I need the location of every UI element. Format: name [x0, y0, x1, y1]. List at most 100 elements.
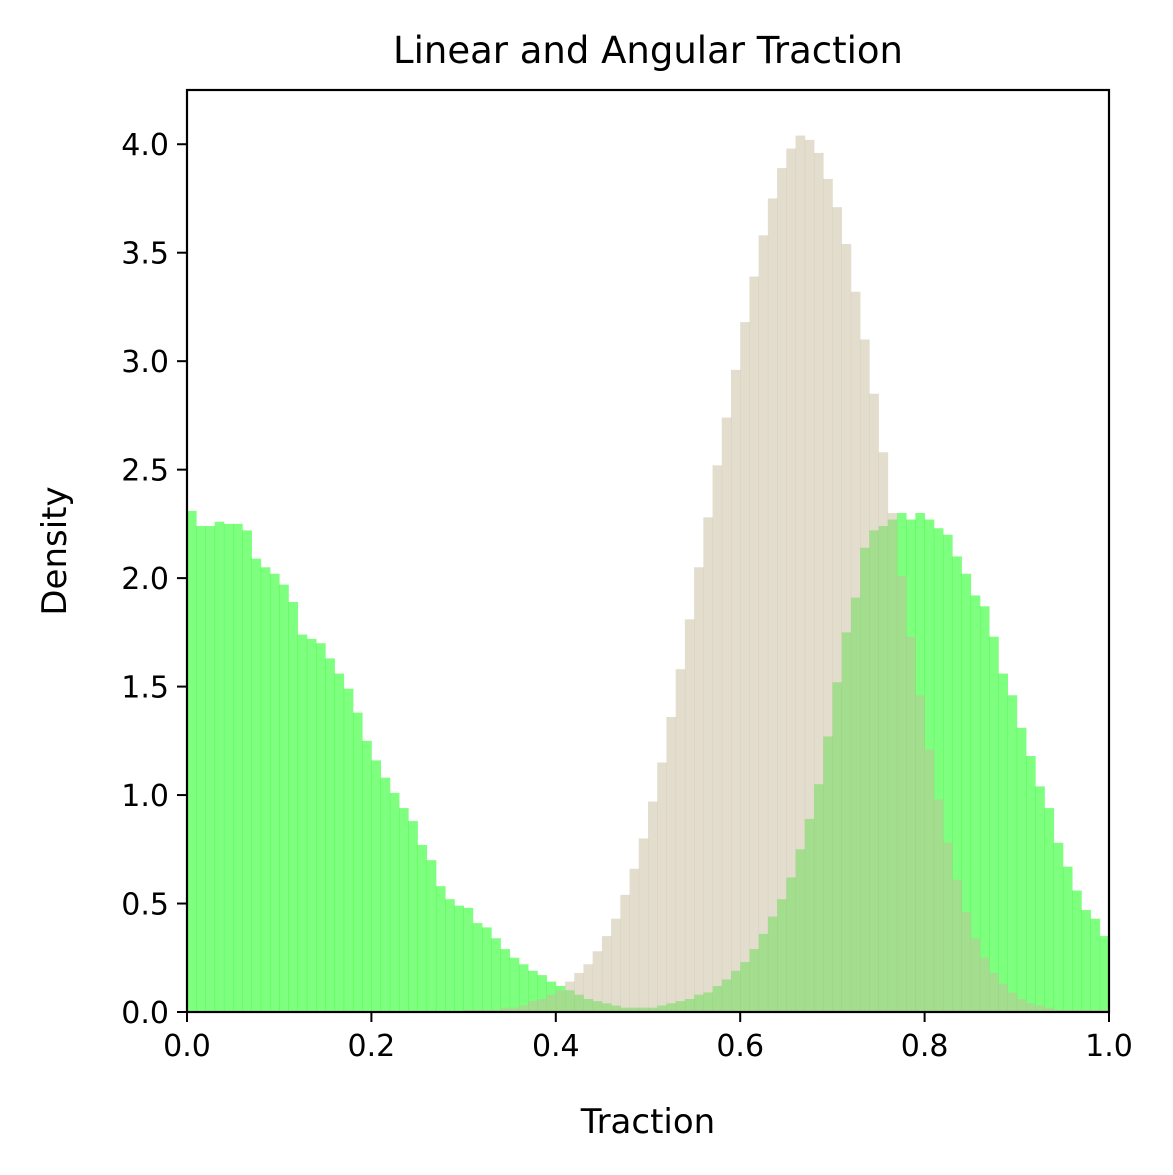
x-tick-label: 0.2	[348, 1029, 396, 1064]
histogram-bar	[777, 168, 787, 1012]
histogram-bar	[970, 595, 981, 1012]
histogram-bar	[528, 1001, 538, 1012]
histogram-bar	[648, 801, 658, 1012]
histogram-bar	[823, 178, 833, 1013]
histogram-bar	[214, 521, 225, 1012]
histogram-bar	[1016, 998, 1027, 1012]
histogram-bar	[472, 923, 483, 1012]
histogram-bar	[260, 567, 271, 1012]
histogram-bar	[233, 523, 243, 1012]
y-tick-label: 3.5	[121, 237, 169, 272]
histogram-bar	[1007, 992, 1018, 1012]
histogram-bar	[454, 905, 464, 1012]
histogram-bar	[592, 951, 603, 1012]
histogram-bar	[684, 619, 695, 1012]
histogram-bar	[943, 534, 953, 1012]
histogram-bar	[1062, 866, 1073, 1012]
histogram-bar	[463, 907, 474, 1012]
histogram-bar	[620, 894, 630, 1012]
histogram-bar	[998, 983, 1008, 1012]
histogram-bar	[1026, 756, 1036, 1012]
histogram-bar	[306, 638, 317, 1012]
x-tick-label: 0.6	[716, 1029, 764, 1064]
histogram-bar	[1081, 910, 1091, 1012]
histogram-bar	[537, 975, 547, 1012]
histogram-bar	[730, 369, 741, 1012]
histogram-bar	[887, 513, 898, 1012]
histogram-bar	[334, 673, 345, 1012]
histogram-bar	[906, 636, 916, 1012]
histogram-bar	[482, 927, 492, 1012]
histogram-bar	[970, 938, 981, 1012]
histogram-bar	[979, 957, 990, 1012]
histogram-bar	[242, 530, 252, 1012]
histogram-bar	[629, 868, 640, 1012]
histogram-bars	[187, 135, 1110, 1013]
histogram-bar	[952, 879, 962, 1012]
histogram-bar	[1035, 1005, 1045, 1012]
histogram-bar	[546, 994, 557, 1012]
histogram-bar	[694, 567, 704, 1012]
histogram-bar	[1090, 918, 1101, 1012]
histogram-bar	[500, 1007, 511, 1012]
histogram-bar	[408, 821, 418, 1012]
histogram-bar	[205, 526, 216, 1012]
histogram-bar	[316, 643, 326, 1012]
y-tick-label: 4.0	[121, 128, 169, 163]
histogram-bar	[223, 523, 234, 1012]
histogram-bar	[426, 860, 437, 1012]
histogram-bar	[924, 749, 935, 1012]
histogram-bar	[1044, 1007, 1055, 1012]
histogram-bar	[915, 695, 925, 1012]
histogram-bar	[786, 148, 796, 1013]
histogram-bar	[979, 606, 990, 1012]
y-tick-label: 0.5	[121, 888, 169, 923]
y-axis-ticks: 0.0 0.5 1.0 1.5 2.0 2.5 3.0 3.5 4.0	[121, 128, 187, 1031]
histogram-bar	[832, 207, 843, 1012]
histogram-bar	[712, 465, 723, 1012]
histogram-bar	[961, 573, 972, 1012]
y-tick-label: 1.5	[121, 671, 169, 706]
histogram-bar	[1035, 786, 1045, 1012]
histogram-bar	[1099, 936, 1110, 1012]
histogram-bar	[389, 792, 400, 1012]
histogram-bar	[896, 575, 907, 1012]
histogram-bar	[1007, 695, 1018, 1012]
histogram-bar	[740, 322, 750, 1012]
histogram-bar	[860, 339, 870, 1012]
histogram-bar	[362, 740, 372, 1012]
histogram-bar	[961, 912, 972, 1012]
histogram-bar	[795, 135, 806, 1013]
histogram-bar	[841, 244, 852, 1013]
histogram-bar	[352, 712, 363, 1012]
histogram-bar	[518, 1005, 529, 1012]
histogram-bar	[380, 777, 391, 1012]
x-tick-label: 0.0	[163, 1029, 211, 1064]
y-axis-label: Density	[35, 486, 75, 615]
histogram-bar	[611, 918, 621, 1012]
histogram-bar	[721, 417, 732, 1012]
histogram-bar	[749, 276, 760, 1012]
histogram-bar	[509, 1007, 520, 1012]
histogram-bar	[933, 528, 944, 1012]
histogram-bar	[1016, 727, 1027, 1012]
histogram-bar	[675, 669, 686, 1012]
histogram-bar	[196, 526, 206, 1012]
histogram-series-2	[463, 135, 1110, 1013]
histogram-bar	[767, 198, 778, 1012]
histogram-bar	[952, 556, 962, 1012]
x-tick-label: 0.4	[532, 1029, 580, 1064]
histogram-bar	[399, 808, 409, 1012]
histogram-bar	[251, 558, 262, 1012]
histogram-bar	[657, 762, 667, 1012]
histogram-bar	[325, 658, 335, 1012]
histogram-bar	[989, 972, 999, 1012]
histogram-bar	[445, 899, 455, 1012]
histogram-bar	[703, 517, 713, 1012]
histogram-bar	[583, 964, 594, 1012]
histogram-bar	[1026, 1003, 1036, 1012]
x-axis-ticks: 0.0 0.2 0.4 0.6 0.8 1.0	[163, 1012, 1133, 1064]
histogram-bar	[1072, 890, 1082, 1012]
plot-frame	[185, 88, 1111, 1014]
